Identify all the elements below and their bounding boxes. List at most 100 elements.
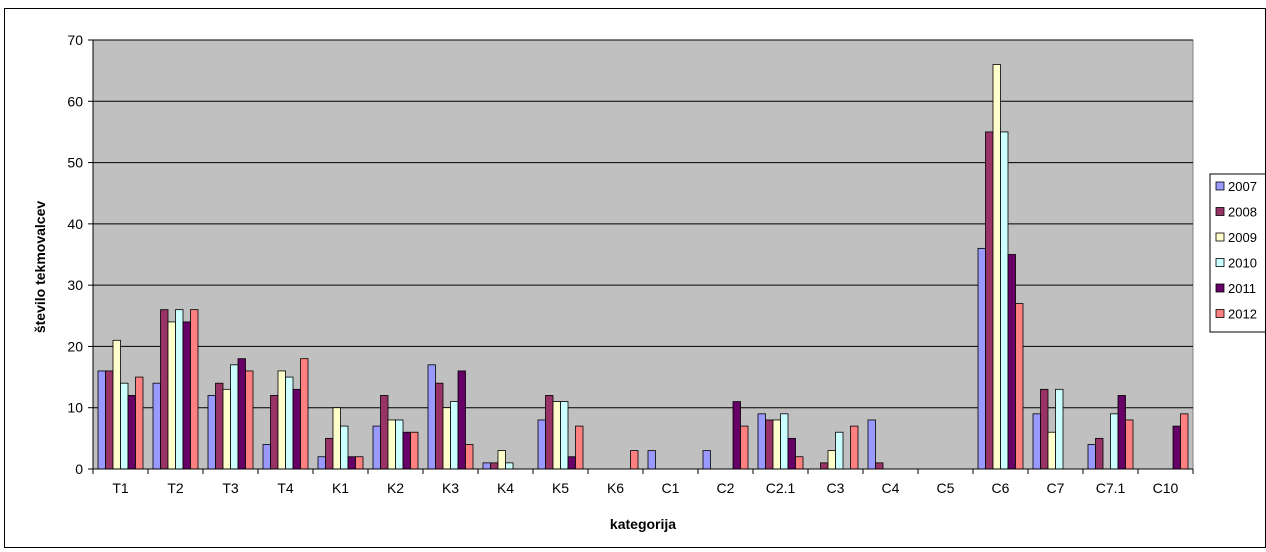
bar-2010-T1 — [120, 382, 129, 470]
legend-swatch-2012 — [1215, 309, 1225, 318]
bar-2009-T1 — [112, 339, 121, 470]
bar-2012-C10 — [1180, 413, 1189, 470]
bar-2007-C2.1 — [757, 413, 766, 470]
bar-2010-C3 — [835, 431, 844, 470]
bar-2010-T3 — [230, 364, 239, 470]
legend-swatch-2011 — [1215, 283, 1225, 293]
bar-2011-C10 — [1172, 425, 1181, 470]
bar-2007-K5 — [537, 419, 546, 470]
bar-2012-K3 — [465, 444, 474, 470]
y-axis-title: število tekmovalcev — [32, 201, 48, 334]
bar-2011-K1 — [347, 456, 356, 470]
bar-2012-K1 — [355, 456, 364, 470]
bar-2007-T1 — [97, 370, 106, 470]
x-tick-label: K6 — [607, 480, 624, 496]
bar-2009-K5 — [552, 401, 561, 470]
bar-2008-C7 — [1040, 388, 1049, 470]
bar-2011-K3 — [457, 370, 466, 470]
bar-2008-K5 — [545, 395, 554, 470]
bar-2009-C3 — [827, 450, 836, 470]
bar-2008-C4 — [875, 462, 884, 470]
bar-2008-C2.1 — [765, 419, 774, 470]
bar-2007-C6 — [977, 247, 986, 470]
y-tick-label: 50 — [67, 155, 83, 171]
bar-2012-C2.1 — [795, 456, 804, 470]
x-tick-label: C2 — [717, 480, 735, 496]
bar-2008-C7.1 — [1095, 437, 1104, 470]
bar-2007-C7 — [1032, 413, 1041, 470]
bar-2009-C2.1 — [772, 419, 781, 470]
bar-2011-K2 — [402, 431, 411, 470]
bar-2012-K5 — [575, 425, 584, 470]
x-tick-label: T3 — [222, 480, 239, 496]
bar-2008-K1 — [325, 437, 334, 470]
bar-2007-C4 — [867, 419, 876, 470]
bar-2011-K5 — [567, 456, 576, 470]
bar-2008-T1 — [105, 370, 114, 470]
bar-2012-K2 — [410, 431, 419, 470]
legend-label-2008: 2008 — [1228, 205, 1257, 220]
x-tick-label: C5 — [937, 480, 955, 496]
bar-2010-C7 — [1055, 388, 1064, 470]
legend-swatch-2010 — [1215, 258, 1225, 267]
x-axis-title: kategorija — [610, 516, 676, 532]
legend-swatch-2009 — [1215, 232, 1225, 242]
bar-2007-C7.1 — [1087, 444, 1096, 470]
x-tick-label: T1 — [112, 480, 129, 496]
bar-2011-T3 — [237, 358, 246, 470]
y-tick-label: 70 — [67, 32, 83, 48]
y-tick-label: 10 — [67, 400, 83, 416]
legend-swatch-2008 — [1215, 207, 1225, 216]
bar-2012-C2 — [740, 425, 749, 470]
bar-2011-C2.1 — [787, 437, 796, 470]
legend-label-2007: 2007 — [1228, 179, 1257, 194]
bar-2009-T2 — [167, 321, 176, 470]
bar-2009-T4 — [277, 370, 286, 470]
x-tick-label: C7.1 — [1096, 480, 1126, 496]
y-tick-label: 0 — [75, 461, 83, 477]
bar-2012-T4 — [300, 358, 309, 470]
bar-2008-K4 — [490, 462, 499, 470]
y-tick-label: 20 — [67, 338, 83, 354]
bar-2010-T4 — [285, 376, 294, 470]
legend-box — [1209, 173, 1265, 333]
bar-2007-C2 — [702, 450, 711, 470]
bar-2007-K2 — [372, 425, 381, 470]
x-tick-label: C10 — [1153, 480, 1179, 496]
legend-label-2009: 2009 — [1228, 230, 1257, 245]
bar-chart: 0 10 20 30 40 50 60 70 T1 T2 T3 T4 K1 K2 K3 K4 K5 K6 C1 C2… — [32, 32, 1265, 532]
x-tick-label: K5 — [552, 480, 569, 496]
bar-2007-K1 — [317, 456, 326, 470]
x-tick-label: K3 — [442, 480, 459, 496]
bar-2009-K3 — [442, 407, 451, 470]
legend-swatch-2007 — [1215, 181, 1225, 191]
bar-2011-C2 — [732, 401, 741, 470]
x-tick-label: C3 — [827, 480, 845, 496]
bar-2009-K1 — [332, 407, 341, 470]
bar-2009-C7 — [1047, 431, 1056, 470]
bar-2008-K3 — [435, 382, 444, 470]
bar-2010-C6 — [1000, 131, 1009, 470]
y-tick-label: 30 — [67, 277, 83, 293]
bar-2011-T1 — [127, 395, 136, 470]
bar-2012-T3 — [245, 370, 254, 470]
bar-2010-K4 — [505, 462, 514, 470]
bar-2008-C6 — [985, 131, 994, 470]
y-tick-label: 60 — [67, 93, 83, 109]
bar-2010-T2 — [175, 309, 184, 470]
bar-2012-T1 — [135, 376, 144, 470]
bar-2007-C1 — [647, 450, 656, 470]
x-tick-label: C4 — [882, 480, 900, 496]
bar-2010-C7.1 — [1110, 413, 1119, 470]
x-tick-label: C7 — [1047, 480, 1065, 496]
bar-2008-T2 — [160, 309, 169, 470]
legend-label-2010: 2010 — [1228, 256, 1257, 271]
x-tick-label: C2.1 — [766, 480, 796, 496]
bar-2007-K3 — [427, 364, 436, 470]
bar-2009-C6 — [992, 64, 1001, 470]
bar-2007-T4 — [262, 444, 271, 470]
bar-2010-K2 — [395, 419, 404, 470]
bar-2010-K3 — [450, 401, 459, 470]
bar-2011-C6 — [1007, 254, 1016, 470]
bar-2007-T2 — [152, 382, 161, 470]
